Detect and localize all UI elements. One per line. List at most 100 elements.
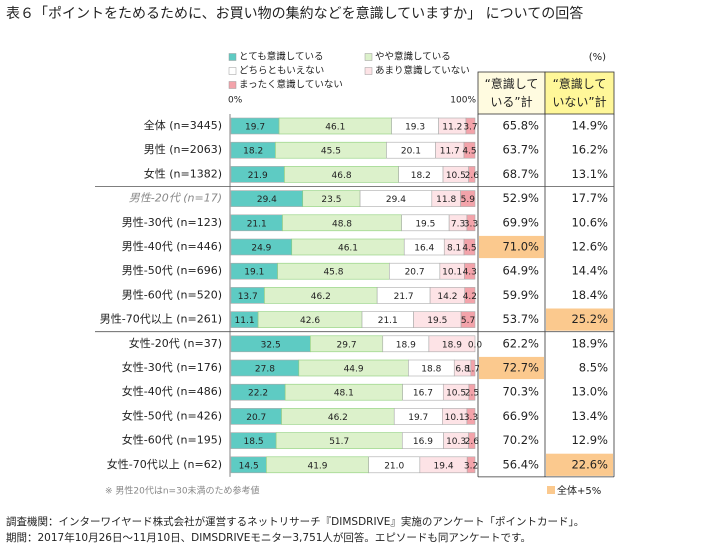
row-label: 女性-40代 (n=486)	[122, 384, 222, 398]
total-value: 12.6%	[571, 240, 608, 254]
bar-value-label: 10.5	[446, 171, 466, 181]
bar-segment	[468, 166, 476, 183]
total-value: 52.9%	[502, 191, 539, 205]
row-label: 女性-70代以上 (n=62)	[107, 457, 222, 471]
total-value: 69.9%	[502, 215, 539, 229]
bar-value-label: 0.0	[468, 340, 483, 350]
bar-value-label: 21.1	[378, 316, 398, 326]
bar-value-label: 5.7	[461, 316, 475, 326]
bar-value-label: 18.2	[411, 171, 431, 181]
bar-value-label: 27.8	[255, 365, 275, 375]
bar-value-label: 16.4	[414, 244, 434, 254]
legend-swatch	[364, 53, 373, 61]
total-value: 17.7%	[571, 191, 608, 205]
axis-end-label: 100%	[450, 96, 476, 106]
bar-value-label: 41.9	[307, 461, 327, 471]
bar-value-label: 4.5	[462, 147, 476, 157]
total-value: 56.4%	[502, 457, 539, 471]
bar-value-label: 3.3	[464, 413, 478, 423]
bar-value-label: 19.3	[405, 123, 425, 133]
total-value: 14.4%	[571, 264, 608, 278]
bar-value-label: 13.7	[238, 292, 258, 302]
table-header-label: “意識している”計	[485, 76, 539, 109]
bar-value-label: 48.1	[334, 389, 354, 399]
bar-value-label: 19.4	[434, 461, 454, 471]
row-label: 男性-30代 (n=123)	[122, 215, 222, 229]
bar-value-label: 21.7	[394, 292, 414, 302]
bar-value-label: 4.2	[463, 292, 477, 302]
bar-value-label: 14.5	[239, 461, 259, 471]
total-value: 13.4%	[571, 409, 608, 423]
bar-value-label: 11.8	[436, 195, 456, 205]
total-value: 13.0%	[571, 385, 608, 399]
legend-label: どちらともいえない	[239, 66, 324, 77]
bar-value-label: 4.5	[462, 244, 476, 254]
total-value: 65.8%	[502, 119, 539, 133]
bar-value-label: 18.9	[442, 340, 462, 350]
row-label: 男性 (n=2063)	[144, 142, 222, 156]
total-value: 59.9%	[502, 288, 539, 302]
bar-value-label: 14.2	[437, 292, 457, 302]
row-label: 男性-70代以上 (n=261)	[100, 312, 222, 326]
bar-value-label: 18.8	[421, 365, 441, 375]
bar-value-label: 10.1	[445, 413, 465, 423]
row-label: 男性-40代 (n=446)	[122, 239, 222, 253]
bar-value-label: 46.1	[325, 123, 345, 133]
unit-label: (%)	[589, 52, 606, 63]
bar-value-label: 11.1	[235, 316, 255, 326]
total-value: 13.1%	[571, 167, 608, 181]
bar-value-label: 11.2	[442, 123, 462, 133]
bar-value-label: 46.1	[338, 244, 358, 254]
bar-value-label: 22.2	[248, 389, 268, 399]
bar-segment	[466, 214, 476, 232]
bar-value-label: 19.7	[408, 413, 428, 423]
legend-swatch	[228, 53, 237, 61]
bar-value-label: 29.4	[257, 195, 277, 205]
total-value: 62.2%	[502, 336, 539, 350]
bar-segment	[460, 311, 476, 328]
bar-value-label: 21.0	[384, 461, 404, 471]
bar-segment	[465, 117, 476, 135]
total-value: 18.4%	[571, 288, 608, 302]
total-value: 12.9%	[571, 433, 608, 447]
row-label: 女性 (n=1382)	[144, 166, 222, 180]
row-label: 男性-60代 (n=520)	[122, 287, 222, 301]
footnote: ※ 男性20代はn=30未満のため参考値	[105, 485, 260, 497]
axis-start-label: 0%	[228, 96, 243, 106]
bar-value-label: 3.2	[464, 461, 478, 471]
bar-value-label: 16.9	[413, 437, 433, 447]
bar-segment	[428, 335, 476, 353]
total-value: 72.7%	[502, 361, 539, 375]
total-value: 70.3%	[502, 385, 539, 399]
bar-value-label: 29.7	[337, 340, 357, 350]
highlight-swatch	[547, 486, 555, 494]
bar-value-label: 20.1	[401, 147, 421, 157]
bar-value-label: 19.5	[415, 219, 435, 229]
bar-value-label: 18.9	[396, 340, 416, 350]
bar-value-label: 4.3	[463, 268, 477, 278]
row-label: 女性-20代 (n=37)	[129, 336, 222, 350]
bar-value-label: 6.8	[455, 365, 470, 375]
source-line: 期間：2017年10月26日～11月10日、DIMSDRIVEモニター3,751…	[6, 531, 531, 544]
highlight-cell	[546, 308, 613, 331]
bar-value-label: 19.7	[245, 123, 265, 133]
bar-segment	[470, 359, 476, 377]
bar-value-label: 46.2	[311, 292, 331, 302]
total-value: 10.6%	[571, 215, 608, 229]
bar-value-label: 51.7	[329, 437, 349, 447]
bar-value-label: 10.5	[446, 389, 466, 399]
total-value: 70.2%	[502, 433, 539, 447]
bar-value-label: 42.6	[300, 316, 320, 326]
bar-value-label: 18.5	[244, 437, 264, 447]
bar-value-label: 19.1	[244, 268, 264, 278]
bar-value-label: 10.1	[442, 268, 462, 278]
bar-value-label: 16.7	[413, 389, 433, 399]
bar-value-label: 7.3	[451, 219, 465, 229]
legend-swatch	[228, 81, 237, 89]
total-value: 53.7%	[502, 312, 539, 326]
highlight-legend: 全体+5%	[557, 484, 601, 497]
bar-value-label: 2.6	[465, 437, 480, 447]
legend-swatch	[364, 67, 373, 75]
bar-value-label: 11.7	[440, 147, 460, 157]
bar-segment	[466, 456, 476, 474]
